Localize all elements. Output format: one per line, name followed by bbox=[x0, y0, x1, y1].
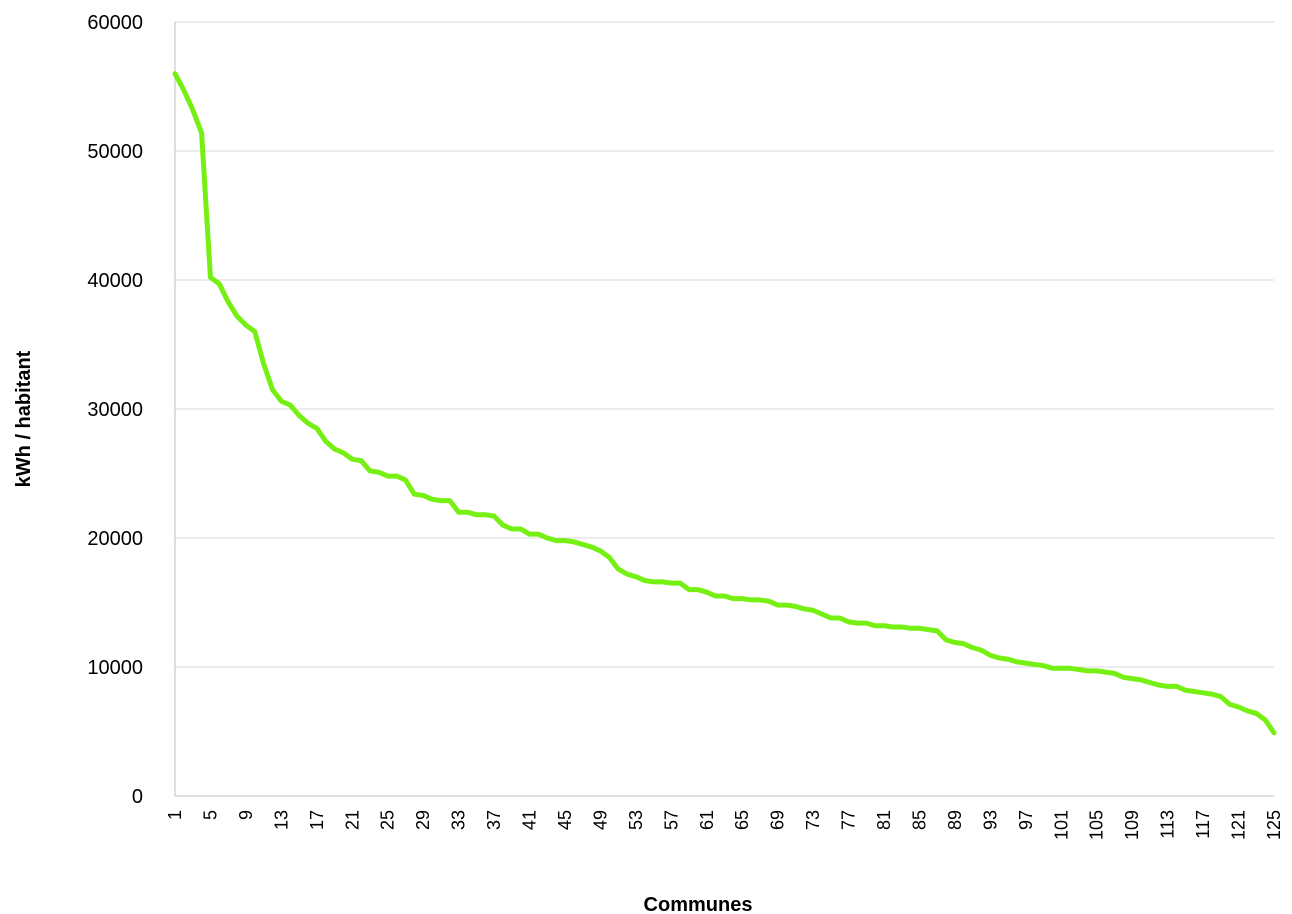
x-tick-label: 57 bbox=[661, 810, 681, 830]
gridlines bbox=[175, 21, 1274, 668]
x-tick-label: 117 bbox=[1193, 810, 1213, 839]
x-tick-label: 85 bbox=[909, 810, 929, 830]
x-tick-label: 29 bbox=[413, 810, 433, 830]
x-tick-label: 105 bbox=[1087, 810, 1107, 840]
x-tick-label: 41 bbox=[520, 810, 540, 830]
y-axis-ticks: 0 10000 20000 30000 40000 50000 60000 bbox=[87, 12, 143, 808]
x-tick-label: 97 bbox=[1016, 810, 1036, 830]
y-tick-label: 60000 bbox=[87, 12, 143, 34]
y-tick-label: 10000 bbox=[87, 657, 143, 679]
y-axis-title: kWh / habitant bbox=[13, 350, 35, 487]
y-tick-label: 50000 bbox=[87, 141, 143, 163]
x-tick-label: 69 bbox=[768, 810, 788, 830]
x-tick-label: 73 bbox=[803, 810, 823, 830]
x-axis-ticks: 1 5 9 13 17 21 25 29 33 37 41 45 49 53 57 61 65 69 73 77 81 8… bbox=[165, 810, 1284, 840]
x-tick-label: 89 bbox=[945, 810, 965, 830]
x-tick-label: 93 bbox=[980, 810, 1000, 830]
x-tick-label: 45 bbox=[555, 810, 575, 830]
x-tick-label: 101 bbox=[1051, 810, 1071, 840]
x-tick-label: 37 bbox=[484, 810, 504, 830]
x-tick-label: 1 bbox=[165, 810, 185, 820]
y-tick-label: 20000 bbox=[87, 528, 143, 550]
x-tick-label: 81 bbox=[874, 810, 894, 830]
y-tick-label: 40000 bbox=[87, 270, 143, 292]
y-tick-label: 30000 bbox=[87, 399, 143, 421]
x-tick-label: 33 bbox=[449, 810, 469, 830]
series-line bbox=[172, 71, 1277, 736]
x-tick-label: 21 bbox=[342, 810, 362, 830]
x-tick-label: 13 bbox=[271, 810, 291, 830]
x-axis-title: Communes bbox=[644, 894, 753, 914]
x-tick-label: 53 bbox=[626, 810, 646, 830]
x-tick-label: 125 bbox=[1264, 810, 1284, 840]
x-tick-label: 17 bbox=[307, 810, 327, 830]
x-tick-label: 77 bbox=[839, 810, 859, 830]
x-tick-label: 5 bbox=[200, 810, 220, 820]
x-tick-label: 9 bbox=[236, 810, 256, 820]
x-tick-label: 49 bbox=[590, 810, 610, 830]
x-tick-label: 121 bbox=[1229, 810, 1249, 840]
x-tick-label: 113 bbox=[1158, 810, 1178, 839]
x-tick-label: 109 bbox=[1122, 810, 1142, 840]
x-tick-label: 65 bbox=[732, 810, 752, 830]
y-tick-label: 0 bbox=[132, 786, 143, 808]
x-tick-label: 25 bbox=[378, 810, 398, 830]
x-tick-label: 61 bbox=[697, 810, 717, 830]
